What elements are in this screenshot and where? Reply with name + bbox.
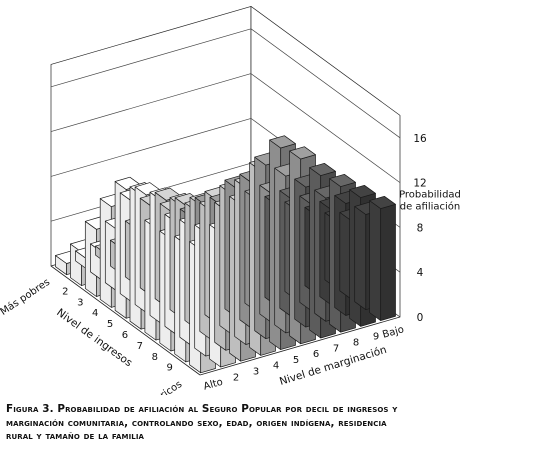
bar-face-top	[349, 184, 376, 198]
x-tick-label: 9	[166, 363, 172, 374]
x-tick-label: 7	[137, 341, 143, 352]
caption-line-3: rural y tamaño de la familia	[6, 430, 145, 442]
x-tick-label: 3	[77, 297, 83, 308]
y-axis-title: Probabilidad	[399, 189, 461, 200]
bar-ingreso-1-marginacion-10	[369, 195, 396, 321]
gridline-left	[50, 118, 252, 177]
bar-face-left	[339, 212, 352, 300]
z-tick-label: 8	[353, 338, 359, 349]
bar-face-top	[369, 195, 396, 209]
bar-face-top	[269, 135, 296, 149]
z-tick-label: 5	[293, 355, 299, 366]
caption-line-2: marginación comunitaria, controlando sex…	[6, 416, 387, 429]
z-tick-label: 4	[273, 361, 279, 372]
bar-face-top	[289, 146, 316, 160]
bar-face-left	[354, 206, 367, 311]
z-tick-label: 7	[333, 343, 339, 354]
figure-caption: Figura 3. Probabilidad de afiliación al …	[6, 403, 536, 444]
bar-face-top	[329, 173, 356, 187]
bar-face-top	[309, 162, 336, 176]
x-tick-label: 4	[92, 308, 98, 319]
z-tick-label: 9	[373, 332, 379, 343]
z-tick-label: Bajo	[381, 324, 405, 341]
bar-face-left	[369, 200, 382, 321]
y-tick-label: 12	[413, 178, 426, 190]
floor-edge-income	[50, 265, 201, 376]
y-tick-label: 8	[417, 222, 424, 234]
gridline-left	[50, 73, 252, 132]
x-tick-label: 2	[62, 286, 68, 297]
floor-edge-marginacion	[199, 316, 401, 376]
chart-bars	[55, 135, 396, 374]
gridline-right	[250, 73, 401, 183]
caption-line-1: Figura 3. Probabilidad de afiliación al …	[6, 403, 398, 415]
y-tick-label: 0	[417, 312, 424, 324]
z-tick-label: 3	[253, 367, 259, 378]
x-tick-label: 5	[107, 319, 113, 330]
x-tick-label: 8	[152, 352, 158, 363]
x-tick-label: 6	[122, 330, 128, 341]
y-tick-label: 4	[417, 267, 424, 279]
z-tick-label: 6	[313, 349, 319, 360]
bar-face-right	[380, 203, 396, 321]
z-tick-label: 2	[233, 372, 239, 383]
x-tick-label: Más pobres	[0, 276, 52, 318]
x-tick-label: Más ricos	[139, 378, 185, 395]
gridline-right	[250, 28, 401, 139]
z-tick-label: Alto	[202, 377, 224, 393]
y-axis-title-line2: de afiliación	[400, 200, 461, 212]
gridline-left	[50, 28, 252, 88]
y-tick-label: 16	[413, 133, 427, 145]
